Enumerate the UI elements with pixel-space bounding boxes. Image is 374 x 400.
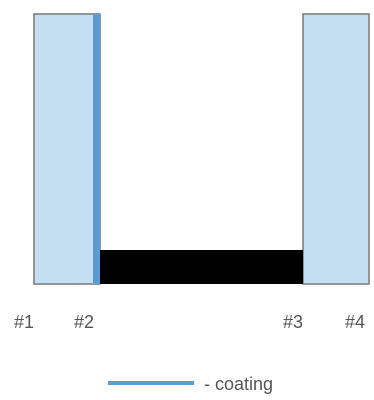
spacer-bar [100, 250, 303, 284]
left-glass-pane [33, 13, 101, 285]
surface-label-4: #4 [345, 312, 365, 332]
legend-label: - coating [204, 374, 273, 394]
coating-strip [93, 14, 100, 284]
surface-label-3: #3 [283, 312, 303, 332]
right-glass-pane [302, 13, 370, 285]
surface-label-1: #1 [14, 312, 34, 332]
surface-label-2: #2 [74, 312, 94, 332]
